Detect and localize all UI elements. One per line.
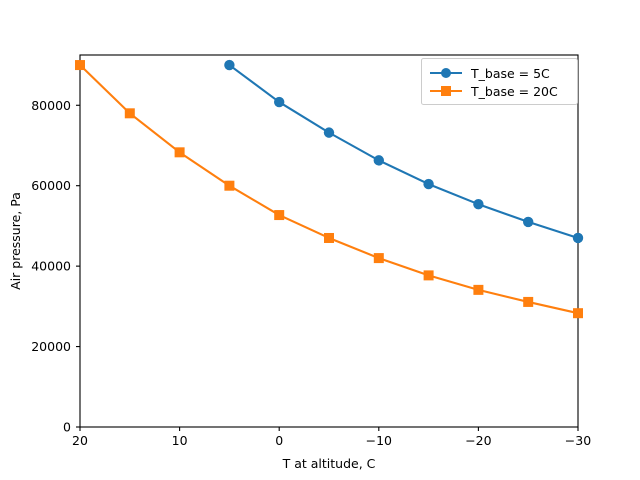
- x-axis-ticks: 20 10 0 −10 −20 −30: [72, 427, 591, 448]
- series-line-1: [228, 64, 580, 240]
- data-point-marker-circle: [423, 178, 434, 190]
- data-point-marker-square: [174, 147, 185, 158]
- data-series-1: [224, 59, 584, 244]
- x-tick-label: 10: [172, 433, 188, 448]
- legend-marker-circle-icon: [441, 68, 451, 78]
- legend-background: [421, 58, 578, 105]
- y-tick-label: 20000: [31, 339, 71, 354]
- legend-entry-series-2: T_base = 20C: [430, 84, 558, 99]
- chart-legend: T_base = 5C T_base = 20C: [421, 58, 578, 105]
- x-tick-label: 0: [275, 433, 283, 448]
- data-point-marker-square: [573, 308, 583, 319]
- y-tick-label: 0: [63, 420, 71, 435]
- data-point-marker-circle: [373, 155, 384, 166]
- x-tick-label: −30: [565, 433, 591, 448]
- data-point-marker-circle: [224, 59, 235, 71]
- legend-label-series-2: T_base = 20C: [470, 84, 558, 99]
- data-series-group: [75, 59, 584, 319]
- data-series-2: [75, 60, 583, 319]
- data-point-marker-circle: [323, 127, 335, 138]
- data-point-marker-square: [423, 270, 434, 281]
- data-point-marker-square: [523, 296, 534, 307]
- data-point-marker-circle: [274, 96, 285, 108]
- data-point-marker-square: [324, 232, 334, 243]
- y-tick-label: 80000: [31, 98, 71, 113]
- data-point-marker-square: [75, 60, 85, 71]
- y-axis-label: Air pressure, Pa: [8, 192, 23, 290]
- x-tick-label: 20: [72, 433, 88, 448]
- x-tick-label: −20: [465, 433, 491, 448]
- data-point-marker-square: [373, 253, 384, 264]
- data-point-marker-square: [124, 108, 135, 119]
- legend-entry-series-1: T_base = 5C: [430, 66, 550, 81]
- y-axis-ticks: 0 20000 40000 60000 80000: [31, 98, 80, 435]
- x-tick-label: −10: [366, 433, 392, 448]
- y-tick-label: 60000: [31, 178, 71, 193]
- data-point-marker-circle: [523, 216, 534, 228]
- legend-label-series-1: T_base = 5C: [470, 66, 550, 81]
- x-axis-label: T at altitude, C: [282, 456, 376, 471]
- data-point-marker-square: [473, 284, 484, 295]
- data-point-marker-circle: [572, 232, 584, 244]
- y-tick-label: 40000: [31, 259, 71, 274]
- data-point-marker-square: [224, 180, 235, 191]
- data-point-marker-square: [274, 210, 285, 221]
- legend-marker-square-icon: [441, 86, 451, 96]
- data-point-marker-circle: [473, 199, 484, 210]
